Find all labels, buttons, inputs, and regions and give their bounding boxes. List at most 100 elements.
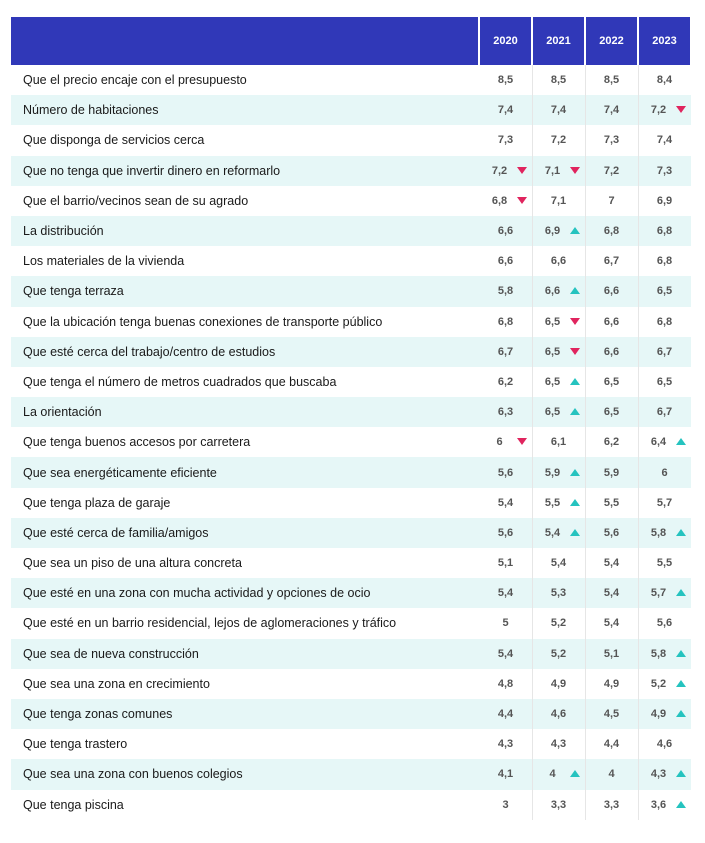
value-label: 6,7 xyxy=(656,406,673,419)
value-label: 6,7 xyxy=(603,255,620,268)
column-divider xyxy=(637,246,639,277)
value-label: 6,6 xyxy=(550,255,567,268)
value-cell-2023: 8,4 xyxy=(637,65,690,96)
column-divider xyxy=(531,215,533,247)
value-label: 6,8 xyxy=(656,225,673,238)
value-label: 6,6 xyxy=(603,315,620,328)
column-divider xyxy=(637,698,639,730)
value-label: 7,3 xyxy=(603,134,620,147)
value-cell-2023: 7,4 xyxy=(637,125,690,156)
value-label: 6,5 xyxy=(544,345,561,358)
value-cell-2021: 6,6 xyxy=(531,276,584,307)
column-divider xyxy=(531,487,533,518)
value-cell-2023: 4,3 xyxy=(637,759,690,790)
value-cell-2020: 5,6 xyxy=(480,457,531,487)
value-label: 4,4 xyxy=(497,708,514,721)
table-row: Que tenga zonas comunes 4,4 4,6 4,5 4,9 xyxy=(11,698,691,730)
value-label: 6,1 xyxy=(550,436,567,449)
column-divider xyxy=(637,668,639,699)
value-cell-2020: 3 xyxy=(480,790,531,820)
value-cell-2023: 5,7 xyxy=(637,487,690,518)
column-divider xyxy=(531,125,533,156)
value-cell-2020: 5,4 xyxy=(480,639,531,669)
value-cell-2021: 5,2 xyxy=(531,638,584,669)
value-label: 5,5 xyxy=(603,496,620,509)
triangle-up-icon xyxy=(676,649,686,657)
column-divider xyxy=(584,789,586,820)
table-row: Que tenga plaza de garaje 5,4 5,5 5,5 5,7 xyxy=(11,487,691,518)
column-divider xyxy=(584,638,586,669)
table-row: Que tenga buenos accesos por carretera 6 6… xyxy=(11,427,691,458)
value-label: 6,5 xyxy=(544,315,561,328)
value-label: 4,8 xyxy=(497,677,514,690)
value-cell-2022: 8,5 xyxy=(584,65,637,96)
column-divider xyxy=(637,427,639,458)
column-divider xyxy=(637,397,639,428)
value-label: 6,7 xyxy=(497,345,514,358)
value-label: 6,8 xyxy=(656,315,673,328)
value-cell-2023: 7,3 xyxy=(637,155,690,186)
value-label: 6,5 xyxy=(544,375,561,388)
value-label: 3,3 xyxy=(603,798,620,811)
column-divider xyxy=(637,578,639,609)
column-divider xyxy=(637,638,639,669)
value-cell-2021: 6,5 xyxy=(531,336,584,367)
value-cell-2020: 7,3 xyxy=(480,125,531,155)
column-divider xyxy=(531,336,533,367)
value-label: 4,6 xyxy=(550,708,567,721)
value-label: 5,9 xyxy=(544,466,561,479)
value-label: 5,4 xyxy=(497,587,514,600)
value-label: 5,4 xyxy=(603,557,620,570)
column-divider xyxy=(584,517,586,548)
value-cell-2021: 5,4 xyxy=(531,517,584,548)
table-row: Que esté cerca de familia/amigos 5,6 5,4 5,… xyxy=(11,517,691,548)
table-row: Que sea un piso de una altura concreta 5,… xyxy=(11,548,691,579)
value-label: 4,9 xyxy=(603,677,620,690)
column-divider xyxy=(637,729,639,760)
triangle-up-icon xyxy=(676,438,686,446)
column-divider xyxy=(637,759,639,790)
value-label: 7,2 xyxy=(491,164,508,177)
value-cell-2022: 4,4 xyxy=(584,729,637,760)
value-cell-2020: 4,1 xyxy=(480,759,531,789)
value-label: 5 xyxy=(502,617,509,630)
column-divider xyxy=(584,276,586,307)
value-cell-2020: 6,7 xyxy=(480,337,531,367)
value-label: 6,5 xyxy=(603,406,620,419)
row-label: Número de habitaciones xyxy=(23,103,159,118)
value-label: 7,3 xyxy=(497,134,514,147)
value-cell-2021: 6,5 xyxy=(531,366,584,398)
value-label: 5,6 xyxy=(603,526,620,539)
column-divider xyxy=(584,95,586,126)
value-cell-2023: 6,8 xyxy=(637,306,690,337)
value-cell-2020: 6,6 xyxy=(480,216,531,246)
value-cell-2021: 6,1 xyxy=(531,427,584,458)
column-divider xyxy=(531,668,533,699)
value-label: 6,8 xyxy=(497,315,514,328)
column-divider xyxy=(584,759,586,790)
column-divider xyxy=(584,668,586,699)
value-cell-2023: 5,2 xyxy=(637,668,690,699)
value-label: 6,8 xyxy=(603,225,620,238)
triangle-down-icon xyxy=(517,196,527,204)
value-label: 6,9 xyxy=(656,194,673,207)
table-row: Que esté en un barrio residencial, lejos… xyxy=(11,608,691,639)
triangle-up-icon xyxy=(676,589,686,597)
value-cell-2020: 5 xyxy=(480,608,531,638)
column-divider xyxy=(637,65,639,96)
triangle-up-icon xyxy=(570,227,580,235)
value-label: 7,2 xyxy=(603,164,620,177)
row-label: Que tenga plaza de garaje xyxy=(23,495,171,510)
value-cell-2023: 6,5 xyxy=(637,276,690,307)
value-label: 5,4 xyxy=(497,496,514,509)
value-label: 5,4 xyxy=(544,526,561,539)
value-cell-2023: 6,8 xyxy=(637,215,690,247)
row-label: Que el barrio/vecinos sean de su agrado xyxy=(23,193,249,208)
value-cell-2021: 6,9 xyxy=(531,215,584,247)
row-label: Que tenga terraza xyxy=(23,284,124,299)
row-label: Que esté cerca del trabajo/centro de est… xyxy=(23,344,276,359)
row-label: Que tenga piscina xyxy=(23,797,124,812)
triangle-up-icon xyxy=(676,770,686,778)
value-cell-2023: 4,9 xyxy=(637,698,690,730)
row-label: Que esté en un barrio residencial, lejos… xyxy=(23,616,397,631)
